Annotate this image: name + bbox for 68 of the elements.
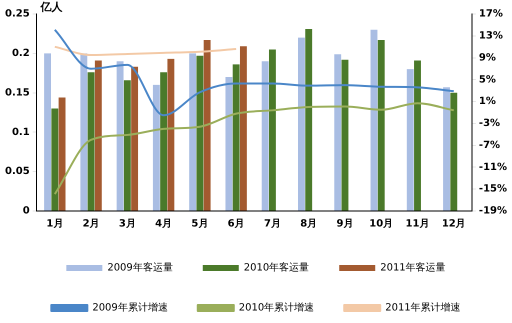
y2-tick-label: -3% — [478, 118, 500, 130]
bar — [406, 69, 414, 210]
bar — [160, 72, 168, 210]
bar — [268, 49, 276, 210]
line-series — [54, 28, 455, 116]
y2-tick-label: 13% — [478, 30, 503, 42]
bar — [152, 84, 160, 210]
y2-tick-label: -7% — [478, 140, 500, 151]
bar — [196, 56, 204, 210]
x-tick-label: 5月 — [191, 218, 208, 230]
bar — [450, 92, 458, 210]
x-tick-label: 10月 — [369, 218, 394, 230]
y2-tick-label: 9% — [478, 52, 496, 64]
bar — [116, 61, 124, 210]
bar — [189, 53, 196, 210]
legend-label: 2009年客运量 — [107, 262, 173, 274]
bar — [131, 66, 138, 210]
bar — [51, 108, 58, 210]
y-tick-label: 0.1 — [12, 126, 30, 138]
bar — [94, 60, 102, 210]
legend-label: 2010年客运量 — [244, 262, 310, 274]
bar — [225, 77, 232, 210]
bar — [342, 60, 348, 210]
bar — [370, 30, 378, 210]
y2-tick-label: -11% — [478, 162, 508, 173]
x-tick-label: 9月 — [336, 218, 354, 230]
bar — [44, 53, 51, 210]
x-tick-label: 2月 — [82, 218, 100, 230]
x-tick-label: 7月 — [264, 218, 281, 230]
legend-label: 2011年客运量 — [380, 262, 446, 274]
y-tick-label: 0.15 — [4, 87, 30, 98]
line-series — [54, 46, 238, 56]
y2-tick-label: 5% — [478, 74, 496, 86]
bar — [88, 72, 95, 210]
x-tick-label: 6月 — [228, 218, 245, 230]
y2-tick-label: 17% — [478, 8, 503, 20]
bar — [58, 98, 66, 210]
bar — [334, 54, 342, 210]
y-tick-label: 0.05 — [4, 166, 30, 178]
line-series — [54, 102, 455, 196]
y2-tick-label: 1% — [478, 96, 496, 108]
x-tick-label: 8月 — [300, 218, 318, 230]
bar — [167, 58, 174, 210]
x-tick-label: 12月 — [442, 218, 466, 230]
x-tick-label: 4月 — [155, 218, 172, 230]
legend-label: 2009年累计增速 — [92, 302, 168, 314]
bar — [262, 61, 269, 210]
bar — [378, 40, 385, 210]
bar — [80, 53, 88, 210]
y-tick-label: 0.25 — [4, 8, 30, 20]
y-tick-label: 0 — [22, 206, 30, 217]
x-tick-label: 3月 — [118, 218, 136, 230]
bar — [443, 87, 450, 210]
legend-label: 2010年累计增速 — [238, 302, 314, 314]
bar — [204, 40, 211, 210]
bar — [298, 38, 305, 210]
bar — [414, 60, 421, 210]
y-tick-label: 0.2 — [12, 48, 30, 59]
bar — [305, 28, 312, 210]
bar — [124, 80, 131, 210]
bar — [232, 64, 240, 210]
y2-tick-label: -19% — [478, 206, 508, 217]
y-axis-title: 亿人 — [40, 0, 64, 14]
x-tick-label: 11月 — [406, 218, 430, 230]
x-tick-label: 1月 — [46, 218, 64, 230]
bar — [240, 46, 247, 210]
y2-tick-label: -15% — [478, 184, 508, 195]
legend-label: 2011年累计增速 — [385, 302, 461, 314]
